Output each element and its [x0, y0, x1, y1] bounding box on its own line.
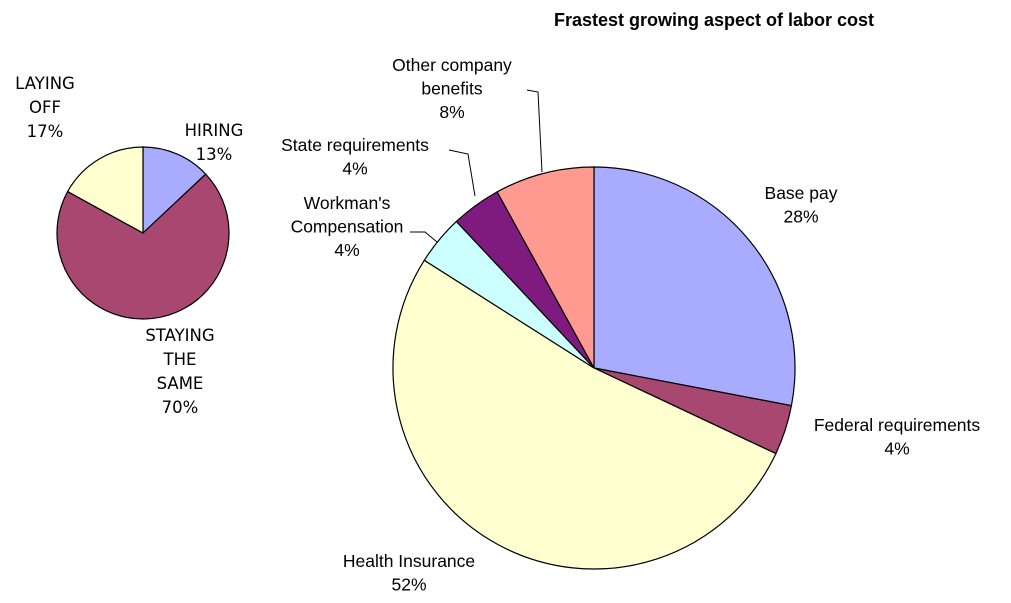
- value-label: 4%: [342, 159, 367, 179]
- slice-label: STAYING THE SAME: [145, 326, 214, 393]
- slice-label: LAYING OFF: [15, 74, 75, 117]
- pie-slice: [142, 146, 207, 235]
- leader-line: [410, 231, 438, 243]
- value-label: 4%: [334, 240, 359, 260]
- slice-label: Workman's Compensation: [291, 193, 404, 237]
- value-label: 8%: [439, 102, 464, 122]
- value-label: 13%: [196, 145, 233, 164]
- slice-label: Health Insurance: [343, 551, 475, 571]
- leader-line: [448, 149, 476, 197]
- pie-slice: [56, 173, 230, 320]
- value-label: 52%: [391, 575, 426, 595]
- slice-label: Federal requirements: [814, 415, 981, 435]
- pie-slice: [392, 259, 777, 570]
- slice-label: State requirements: [281, 135, 429, 155]
- pie-slice: [593, 166, 796, 407]
- chart-title: Frastest growing aspect of labor cost: [554, 10, 874, 30]
- slice-label: Other company benefits: [392, 55, 512, 99]
- leader-line: [526, 89, 543, 173]
- value-label: 70%: [162, 398, 199, 417]
- pie-slice: [66, 146, 144, 235]
- value-label: 17%: [27, 122, 64, 141]
- slice-label: Base pay: [765, 183, 838, 203]
- slice-label: HIRING: [185, 121, 244, 140]
- pie-slice: [496, 166, 595, 369]
- value-label: 28%: [783, 207, 818, 227]
- value-label: 4%: [884, 439, 909, 459]
